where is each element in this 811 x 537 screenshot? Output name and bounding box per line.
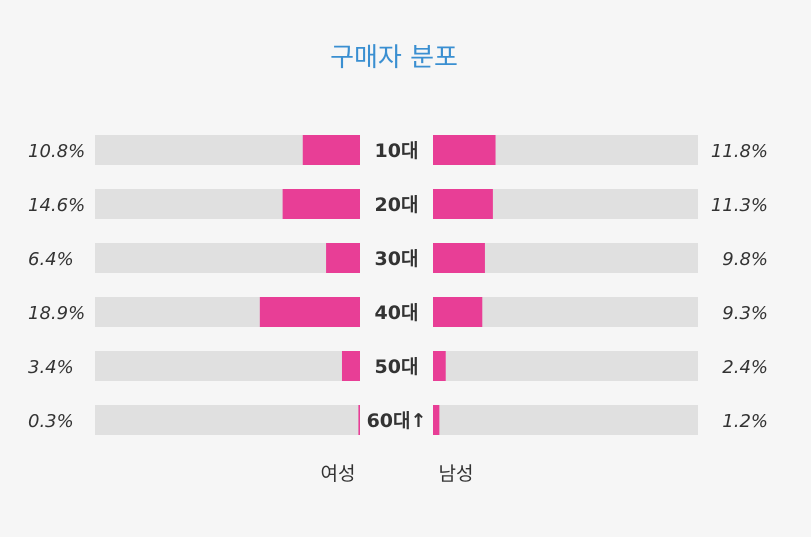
male-value-label: 11.3%: [711, 195, 768, 216]
female-bar: [358, 405, 360, 435]
female-value-label: 14.6%: [28, 195, 85, 216]
category-label: 20대: [375, 194, 419, 216]
female-track: [95, 351, 360, 381]
chart-title: 구매자 분포: [330, 43, 458, 73]
legend-male: 남성: [439, 463, 474, 485]
female-track: [95, 405, 360, 435]
female-track: [95, 243, 360, 273]
female-value-label: 6.4%: [28, 249, 74, 270]
male-track: [433, 405, 698, 435]
female-bar: [326, 243, 360, 273]
female-bar: [302, 135, 360, 165]
male-bar: [433, 405, 440, 435]
female-value-label: 10.8%: [28, 141, 85, 162]
female-value-label: 18.9%: [28, 303, 85, 324]
male-value-label: 11.8%: [711, 141, 768, 162]
female-bar: [259, 297, 360, 327]
male-value-label: 2.4%: [722, 357, 768, 378]
female-bar: [282, 189, 360, 219]
male-bar: [433, 243, 485, 273]
female-value-label: 0.3%: [28, 411, 74, 432]
category-label: 10대: [375, 140, 419, 162]
category-label: 40대: [375, 302, 419, 324]
male-value-label: 9.8%: [722, 249, 768, 270]
chart-rows: 10대 10.8% 11.8% 20대 14.6% 11.3% 30대 6.4% 9.8% 40대…: [28, 135, 768, 435]
category-label: 30대: [375, 248, 419, 270]
category-label: 50대: [375, 356, 419, 378]
male-bar: [433, 351, 446, 381]
male-bar: [433, 189, 493, 219]
female-bar: [341, 351, 360, 381]
female-value-label: 3.4%: [28, 357, 74, 378]
male-track: [433, 351, 698, 381]
male-value-label: 9.3%: [722, 303, 768, 324]
male-bar: [433, 297, 483, 327]
male-bar: [433, 135, 496, 165]
legend-female: 여성: [321, 463, 356, 485]
category-label: 60대↑: [367, 410, 427, 432]
male-value-label: 1.2%: [722, 411, 768, 432]
